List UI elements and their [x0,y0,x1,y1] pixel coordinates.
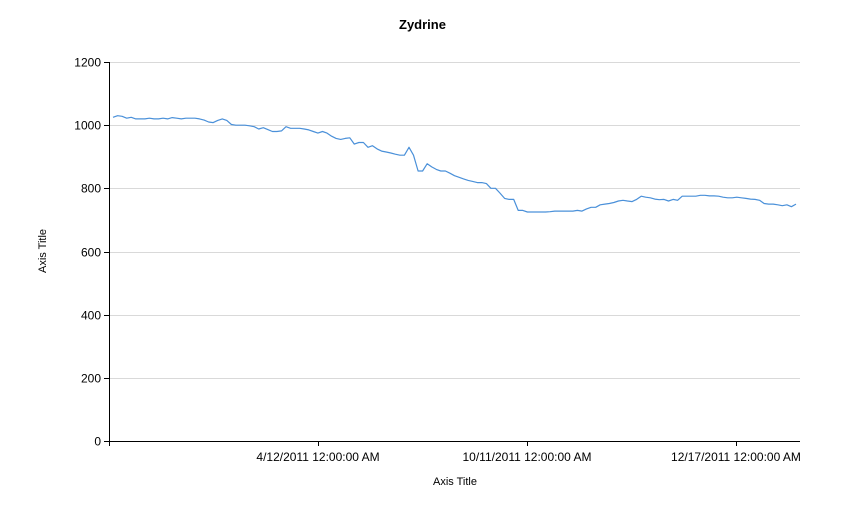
x-tick-label: 10/11/2011 12:00:00 AM [463,450,592,464]
y-tick-label: 200 [81,372,101,386]
y-tick-label: 600 [81,246,101,260]
y-tick-label: 0 [94,435,101,449]
y-tick-label: 400 [81,309,101,323]
y-tick-labels: 0 200 400 600 800 1000 1200 [74,56,101,449]
series-line [112,115,797,213]
x-tick-labels: 4/12/2011 12:00:00 AM 10/11/2011 12:00:00… [256,450,801,464]
y-tick-label: 800 [81,182,101,196]
chart-title: Zydrine [399,17,446,32]
series-layer [112,115,797,213]
y-axis-title: Axis Title [37,228,49,274]
x-tick-label: 12/17/2011 12:00:00 AM [671,450,801,464]
y-tick-label: 1200 [74,56,101,70]
x-tick-label: 4/12/2011 12:00:00 AM [256,450,379,464]
axes [104,62,800,446]
y-tick-label: 1000 [74,119,101,133]
gridlines [109,62,800,379]
x-axis-title: Axis Title [432,476,477,488]
